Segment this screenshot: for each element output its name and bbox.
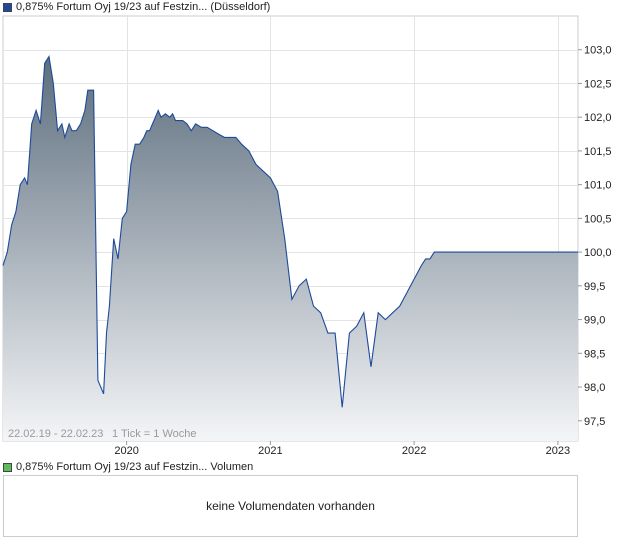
volume-legend-swatch [3,462,12,472]
volume-legend-label: 0,875% Fortum Oyj 19/23 auf Festzin... V… [16,461,254,473]
y-tick-label: 102,5 [584,78,612,90]
x-tick-label: 2021 [258,445,282,457]
y-tick-label: 103,0 [584,45,612,57]
y-tick-label: 99,0 [584,315,605,327]
y-tick-label: 102,0 [584,112,612,124]
y-tick-label: 101,5 [584,146,612,158]
y-tick-label: 101,0 [584,180,612,192]
price-legend: 0,875% Fortum Oyj 19/23 auf Festzin... (… [3,0,270,14]
y-tick-label: 100,5 [584,213,612,225]
price-chart: 97,5 98,0 98,5 99,0 99,5 100,0 100,5 101,0 101,5… [2,15,612,457]
y-tick-label: 97,5 [584,416,605,428]
y-tick-label: 98,5 [584,348,605,360]
y-tick-label: 100,0 [584,247,612,259]
tick-interval-text: 1 Tick = 1 Woche [112,428,196,440]
volume-empty-message: keine Volumendaten vorhanden [206,499,375,513]
volume-panel: keine Volumendaten vorhanden [3,475,578,537]
x-tick-label: 2023 [546,445,570,457]
x-tick-label: 2022 [402,445,426,457]
price-line [2,54,578,408]
date-range-text: 22.02.19 - 22.02.23 [8,428,103,440]
price-legend-swatch [3,2,12,12]
price-area [3,56,578,441]
y-tick-label: 99,5 [584,281,605,293]
volume-legend: 0,875% Fortum Oyj 19/23 auf Festzin... V… [3,460,253,474]
x-tick-label: 2020 [114,445,138,457]
y-tick-label: 98,0 [584,382,605,394]
price-legend-label: 0,875% Fortum Oyj 19/23 auf Festzin... (… [16,1,271,13]
